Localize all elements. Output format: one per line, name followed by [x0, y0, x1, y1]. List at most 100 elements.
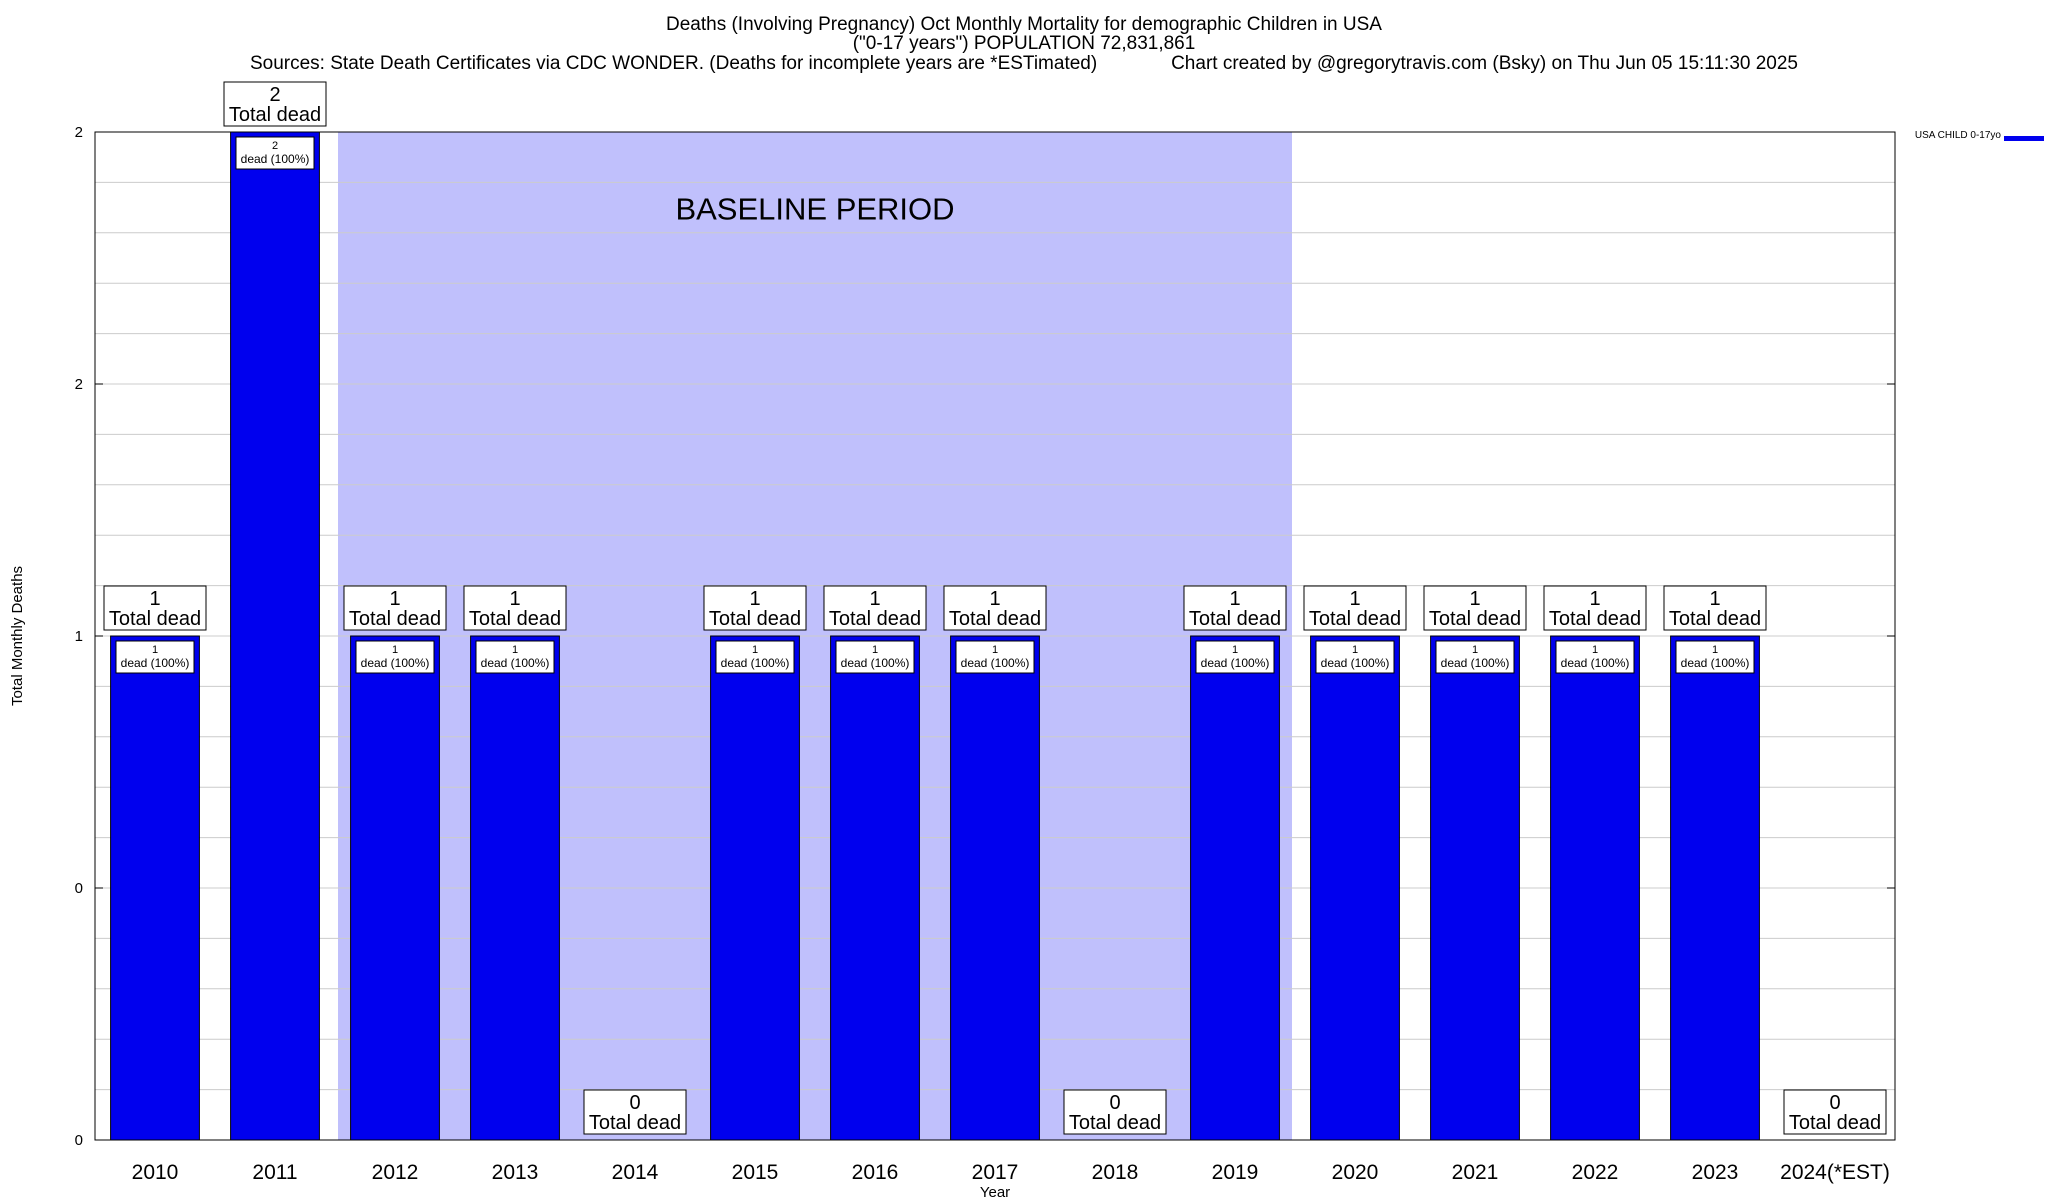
bar-top-label-box [1663, 585, 1767, 631]
bar [110, 635, 200, 1141]
bar-top-label-box [1543, 585, 1647, 631]
chart-subtitle: ("0-17 years") POPULATION 72,831,861 [852, 33, 1196, 54]
bar-top-label-count: 0 [629, 1092, 640, 1114]
bar-top-label-text: Total dead [1789, 1112, 1881, 1134]
bar-inner-label-count: 1 [872, 644, 878, 656]
bar-top-label-text: Total dead [1549, 608, 1641, 630]
x-tick-label: 2019 [1212, 1161, 1259, 1184]
y-tick-label: 1 [75, 628, 83, 645]
bar-top-label-box [343, 585, 447, 631]
bar-top-label-count: 0 [1109, 1092, 1120, 1114]
x-tick-label: 2018 [1092, 1161, 1139, 1184]
bar-top-label-count: 1 [1709, 588, 1720, 610]
bar-top-label-text: Total dead [109, 608, 201, 630]
bar-top-label-count: 1 [749, 588, 760, 610]
bar-top-label-count: 1 [869, 588, 880, 610]
bar-inner-label-text: dead (100%) [1441, 656, 1510, 670]
bar-top-label-box [823, 585, 927, 631]
x-tick-label: 2022 [1572, 1161, 1619, 1184]
bar-top-label-count: 1 [1229, 588, 1240, 610]
bar-inner-label-count: 2 [272, 140, 278, 152]
x-tick-label: 2014 [612, 1161, 659, 1184]
bar-top-label-text: Total dead [1669, 608, 1761, 630]
bar-inner-label-text: dead (100%) [1681, 656, 1750, 670]
bar-top-label-text: Total dead [1429, 608, 1521, 630]
bar [230, 131, 320, 1141]
bar-inner-label-count: 1 [1232, 644, 1238, 656]
x-tick-label: 2017 [972, 1161, 1019, 1184]
bar-inner-label-count: 1 [152, 644, 158, 656]
bar-top-label-text: Total dead [1189, 608, 1281, 630]
bar [1670, 635, 1760, 1141]
bar-inner-label-box [1675, 640, 1755, 674]
bar-top-label-count: 0 [1829, 1092, 1840, 1114]
chart-sources-credit: Sources: State Death Certificates via CD… [249, 53, 1798, 74]
bar-top-label-box [1303, 585, 1407, 631]
x-tick-label: 2011 [252, 1161, 297, 1184]
y-tick-label: 2 [75, 376, 83, 393]
bar-top-label-text: Total dead [469, 608, 561, 630]
bar [1310, 635, 1400, 1141]
legend-label: USA CHILD 0-17yo [1914, 130, 2001, 141]
legend-swatch [2004, 136, 2044, 141]
bar-inner-label-box [1435, 640, 1515, 674]
bar-top-label-count: 1 [509, 588, 520, 610]
bar-inner-label-count: 1 [992, 644, 998, 656]
bar-top-label-text: Total dead [229, 104, 321, 126]
x-tick-label: 2015 [732, 1161, 779, 1184]
bar [350, 635, 440, 1141]
bar-top-label-box [463, 585, 567, 631]
bar-top-label-count: 1 [149, 588, 160, 610]
bar [470, 635, 560, 1141]
bar-inner-label-box [955, 640, 1035, 674]
bar-top-label-text: Total dead [709, 608, 801, 630]
bar [950, 635, 1040, 1141]
bar-inner-label-box [835, 640, 915, 674]
bar-top-label-box [1783, 1089, 1887, 1135]
baseline-period-label: BASELINE PERIOD [675, 192, 954, 227]
bar [1190, 635, 1280, 1141]
bar-inner-label-text: dead (100%) [1201, 656, 1270, 670]
bar-top-label-text: Total dead [349, 608, 441, 630]
bar-top-label-box [1183, 585, 1287, 631]
x-tick-label: 2013 [492, 1161, 539, 1184]
chart-title: Deaths (Involving Pregnancy) Oct Monthly… [666, 14, 1382, 35]
bar-inner-label-box [115, 640, 195, 674]
bar-top-label-count: 1 [389, 588, 400, 610]
bar-top-label-box [703, 585, 807, 631]
bar-inner-label-count: 1 [1712, 644, 1718, 656]
bar [710, 635, 800, 1141]
x-tick-label: 2024(*EST) [1780, 1161, 1890, 1184]
y-tick-label: 0 [75, 880, 83, 897]
bar-top-label-box [1423, 585, 1527, 631]
bar-top-label-text: Total dead [589, 1112, 681, 1134]
x-axis-label: Year [980, 1184, 1010, 1200]
x-tick-label: 2016 [852, 1161, 899, 1184]
bar-top-label-box [103, 585, 207, 631]
bar-inner-label-text: dead (100%) [241, 152, 310, 166]
bar-top-label-box [583, 1089, 687, 1135]
bar-top-label-text: Total dead [1309, 608, 1401, 630]
y-tick-label: 0 [75, 1132, 83, 1149]
bar-inner-label-box [1195, 640, 1275, 674]
bar-inner-label-box [235, 136, 315, 170]
bar-inner-label-box [715, 640, 795, 674]
x-tick-label: 2012 [372, 1161, 419, 1184]
bar-inner-label-count: 1 [1592, 644, 1598, 656]
bar-inner-label-count: 1 [512, 644, 518, 656]
bar-inner-label-count: 1 [1472, 644, 1478, 656]
bar-inner-label-box [1555, 640, 1635, 674]
bar-inner-label-box [1315, 640, 1395, 674]
bar [830, 635, 920, 1141]
bar-inner-label-text: dead (100%) [121, 656, 190, 670]
x-tick-label: 2020 [1332, 1161, 1379, 1184]
bar-inner-label-text: dead (100%) [841, 656, 910, 670]
bar-inner-label-text: dead (100%) [721, 656, 790, 670]
bar-top-label-count: 1 [1349, 588, 1360, 610]
bar-inner-label-text: dead (100%) [961, 656, 1030, 670]
bar-top-label-count: 1 [989, 588, 1000, 610]
bar-inner-label-box [355, 640, 435, 674]
x-tick-label: 2021 [1452, 1161, 1499, 1184]
bar-inner-label-box [475, 640, 555, 674]
bar-inner-label-text: dead (100%) [361, 656, 430, 670]
